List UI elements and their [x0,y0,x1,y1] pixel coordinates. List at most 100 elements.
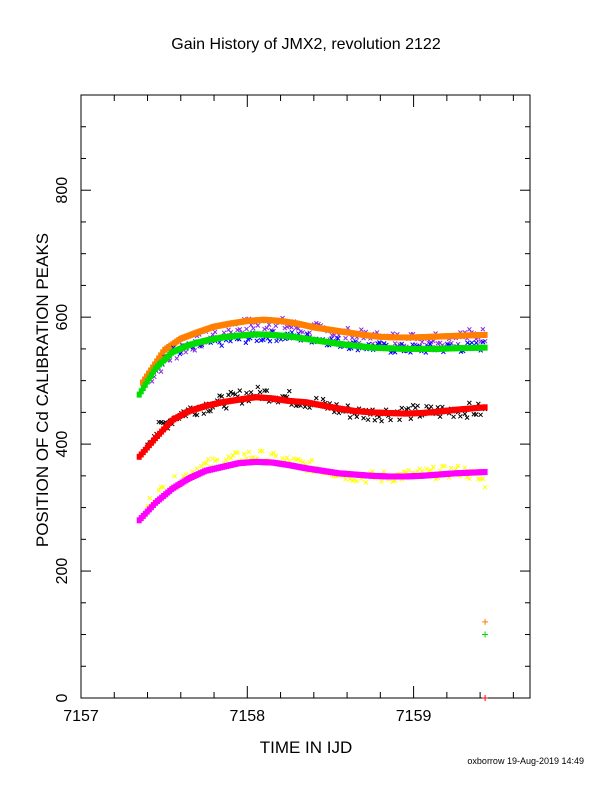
data-point [482,469,488,476]
data-point [343,476,348,482]
data-point [223,457,229,463]
data-point [289,325,294,330]
y-tick-label: 200 [54,558,71,585]
data-point [174,356,180,361]
series-4 [145,384,488,448]
data-point [147,495,153,501]
data-point [428,404,434,410]
data-point [158,352,164,359]
data-point [304,331,310,337]
data-point [347,415,353,420]
data-point [142,381,148,388]
data-point [284,455,290,460]
data-point [408,416,414,422]
data-point [241,451,247,457]
data-point [482,618,489,625]
data-point [457,413,463,419]
data-point [478,412,483,418]
data-point [203,460,209,466]
x-tick-label: 7157 [63,708,99,725]
data-point [442,463,447,469]
data-point [419,468,425,474]
data-point [212,329,218,335]
data-point [271,450,276,456]
data-point [146,370,152,377]
y-tick-label: 800 [54,177,71,204]
data-point [264,325,270,331]
data-point [246,449,252,455]
data-point [482,404,488,411]
data-point [462,465,468,471]
data-point [136,391,142,398]
data-point [313,395,319,401]
data-point [257,389,263,395]
data-point [264,388,270,393]
data-point [267,338,273,344]
data-point [415,403,420,409]
series-10 [482,695,489,701]
data-point [223,406,229,411]
data-point [462,411,468,417]
data-point [358,327,364,332]
data-point [473,412,479,417]
data-point [183,472,189,477]
data-point [282,325,288,331]
data-point [430,464,436,470]
data-point [343,335,348,341]
y-axis-label: POSITION OF Cd CALIBRATION PEAKS [33,233,52,547]
data-point [262,326,267,332]
data-point [406,405,411,411]
data-point [237,388,243,393]
data-point [482,331,488,338]
data-point [148,367,154,374]
data-point [361,415,366,421]
data-point [273,453,279,459]
data-point [437,414,443,419]
data-point [261,337,266,343]
footer-credit: oxborrow 19-Aug-2019 14:49 [467,756,584,766]
data-point [335,335,341,341]
data-point [259,448,265,454]
data-point [144,373,150,380]
data-point [451,414,456,420]
data-point [230,453,236,458]
data-point [194,412,200,418]
data-point [255,384,261,390]
data-point [419,339,425,345]
data-point [365,417,371,423]
series-3 [136,331,488,398]
data-point [424,403,429,409]
data-point [152,361,158,368]
data-point [150,364,156,371]
data-point [377,340,383,346]
data-point [158,369,164,374]
data-point [154,358,160,365]
data-point [372,417,378,423]
data-point [300,329,306,335]
series-9 [482,631,489,638]
data-point [244,326,249,332]
data-point [160,485,166,490]
data-point [235,450,240,456]
data-point [482,631,489,638]
data-point [363,480,369,485]
data-point [381,469,387,474]
data-point [148,372,154,379]
data-point [464,474,470,480]
chart-title: Gain History of JMX2, revolution 2122 [171,36,441,53]
data-point [214,457,220,463]
data-point [298,458,303,464]
x-tick-label: 7159 [396,708,432,725]
data-point [194,466,200,471]
data-point [250,325,256,331]
series-8 [482,618,489,625]
data-point [482,344,488,351]
data-point [406,467,411,473]
data-point [448,465,454,471]
data-point [379,418,384,424]
data-point [464,415,470,420]
data-point [138,388,144,395]
data-point [201,411,207,416]
data-point [466,476,472,482]
data-point [150,368,156,375]
